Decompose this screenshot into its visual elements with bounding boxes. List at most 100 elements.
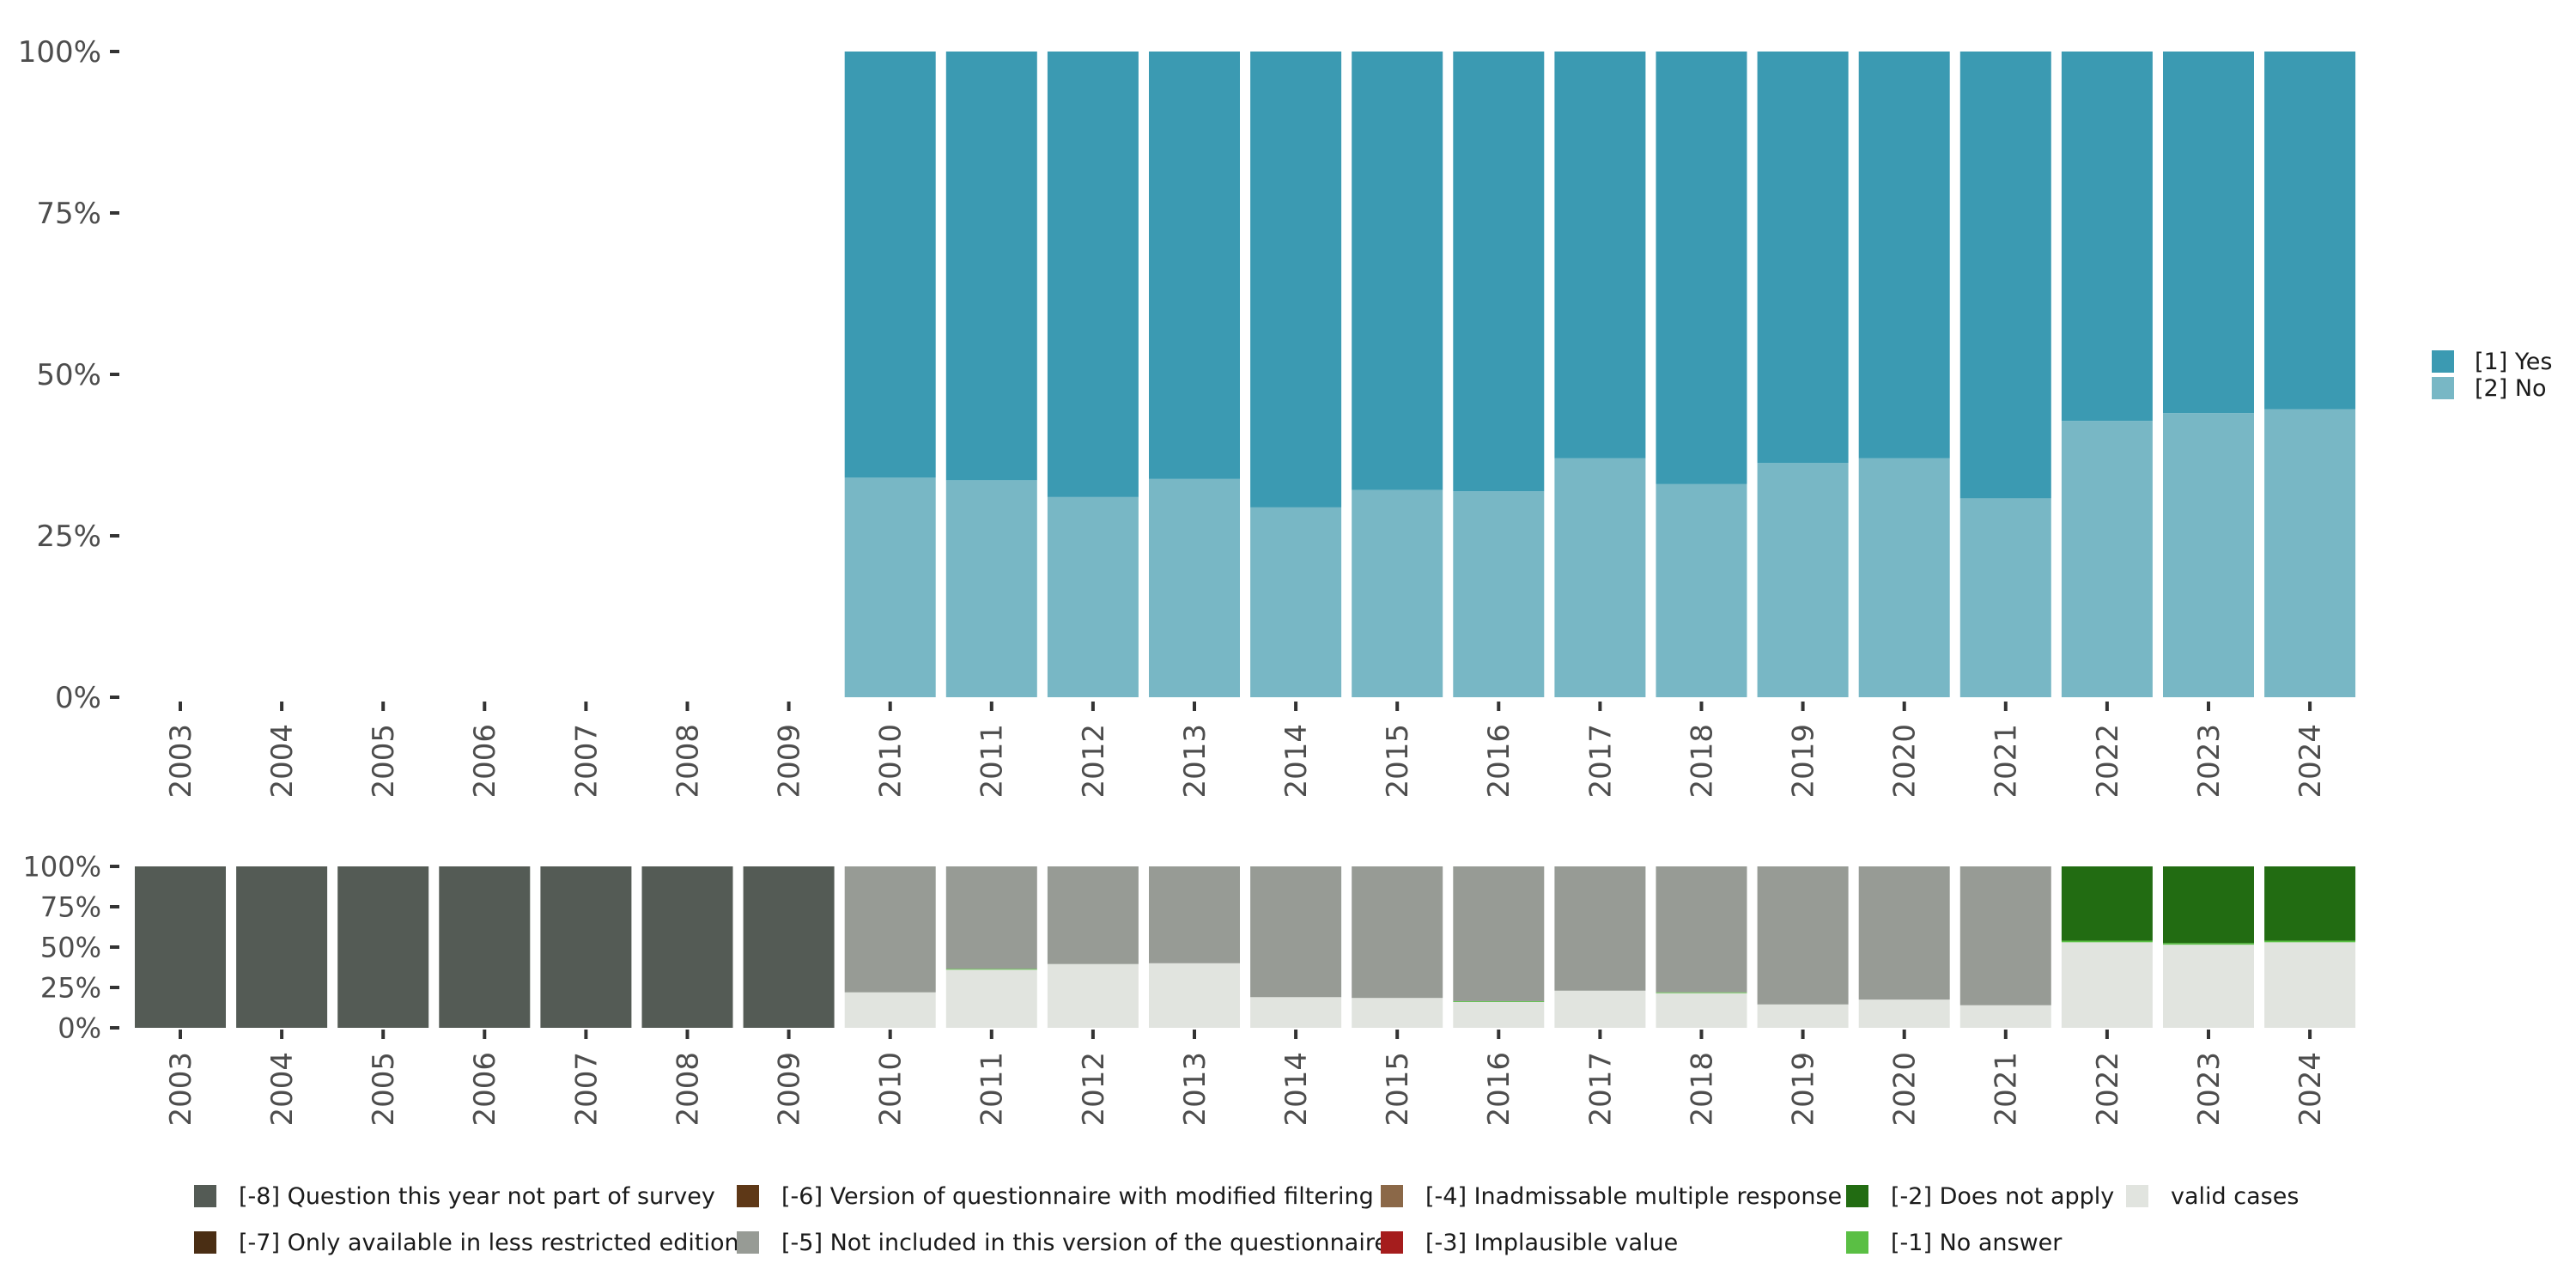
p0-bar-2023-yes [2163,52,2254,414]
p1-bar-2013-valid [1149,963,1240,1028]
p0-x-tick-label-2020: 2020 [1888,724,1923,799]
p0-x-tick-label-2008: 2008 [671,724,705,799]
p1-bar-2004-q_not_part [236,866,328,1028]
p1-bar-2014-not_included [1250,866,1342,998]
p1-x-tick-label-2003: 2003 [164,1052,198,1127]
top-legend-label-1: [2] No [2475,375,2547,402]
p0-bar-2024-no [2264,409,2356,697]
p1-bar-2012-valid [1047,963,1139,1028]
p1-bar-2023-does_not_apply [2163,866,2254,944]
p1-bar-2012-not_included [1047,866,1139,964]
bottom-legend-label-6: [-2] Does not apply [1891,1183,2114,1210]
p0-bar-2011-yes [945,52,1037,481]
p0-bar-2014-no [1250,507,1342,697]
p0-bar-2023-no [2163,413,2254,697]
bottom-legend-swatch-3 [737,1231,759,1254]
p1-bar-2020-valid [1858,999,1950,1028]
p1-x-tick-label-2005: 2005 [367,1052,401,1127]
p0-bar-2017-yes [1554,52,1646,459]
p0-x-tick-label-2007: 2007 [569,724,604,799]
p0-x-tick-label-2009: 2009 [773,724,807,799]
p0-bar-2018-yes [1656,52,1747,484]
p1-bar-2024-no_answer [2264,940,2356,943]
p1-bar-2008-q_not_part [641,866,733,1028]
p0-bar-2011-no [945,480,1037,697]
p1-y-tick-label: 0% [58,1012,101,1045]
bottom-legend-label-7: [-1] No answer [1891,1230,2063,1256]
p0-x-tick-label-2003: 2003 [164,724,198,799]
p1-bar-2022-does_not_apply [2061,866,2153,941]
p1-x-tick-label-2020: 2020 [1888,1052,1923,1127]
p0-bar-2018-no [1656,483,1747,697]
p1-x-tick-label-2017: 2017 [1583,1052,1618,1127]
bottom-legend-swatch-1 [194,1231,216,1254]
p1-x-tick-label-2016: 2016 [1482,1052,1516,1127]
p1-bar-2014-valid [1250,997,1342,1028]
p1-bar-2019-not_included [1757,866,1849,1005]
p1-bar-2021-not_included [1959,866,2051,1005]
p1-bar-2022-no_answer [2061,940,2153,943]
bottom-legend-swatch-7 [1846,1231,1868,1254]
p1-bar-2024-valid [2264,942,2356,1028]
p1-x-tick-label-2022: 2022 [2091,1052,2125,1127]
p0-x-tick-label-2021: 2021 [1990,724,2024,799]
p1-x-tick-label-2010: 2010 [874,1052,908,1127]
p1-x-tick-label-2023: 2023 [2192,1052,2227,1127]
p1-bar-2010-not_included [844,866,936,993]
p1-bar-2020-not_included [1858,866,1950,1000]
p1-x-tick-label-2012: 2012 [1077,1052,1111,1127]
p1-y-tick-label: 50% [40,932,101,964]
p1-x-tick-label-2007: 2007 [569,1052,604,1127]
p0-bar-2010-yes [844,52,936,478]
p1-bar-2011-valid [945,969,1037,1028]
p0-x-tick-label-2013: 2013 [1178,724,1212,799]
p1-bar-2017-valid [1554,990,1646,1028]
p1-bar-2023-no_answer [2163,943,2254,945]
bottom-chart-panel: 0% 25% 50% 75% 100% 2003 2004 2005 2006 2007 2008 2… [23,851,2356,1127]
p0-bar-2014-yes [1250,52,1342,507]
p1-x-tick-label-2021: 2021 [1990,1052,2024,1127]
p0-x-tick-label-2011: 2011 [975,724,1010,799]
p0-y-tick-label: 100% [18,35,101,70]
p1-x-tick-label-2013: 2013 [1178,1052,1212,1127]
p0-bar-2020-no [1858,458,1950,697]
p0-x-tick-label-2024: 2024 [2293,724,2328,799]
p0-bar-2013-yes [1149,52,1240,479]
p0-y-tick-label: 25% [36,519,101,554]
p0-y-tick-label: 50% [36,358,101,392]
p0-x-tick-label-2004: 2004 [265,724,300,799]
p0-bar-2015-no [1352,489,1443,697]
p1-bar-2006-q_not_part [439,866,531,1028]
bottom-legend-swatch-8 [2126,1185,2148,1207]
p1-bar-2016-no_answer [1453,1000,1545,1002]
p1-bar-2023-valid [2163,945,2254,1028]
bottom-legend-label-4: [-4] Inadmissable multiple response [1425,1183,1842,1210]
p0-x-tick-label-2006: 2006 [468,724,502,799]
p0-x-tick-label-2017: 2017 [1583,724,1618,799]
p1-bar-2007-q_not_part [540,866,632,1028]
p0-x-tick-label-2005: 2005 [367,724,401,799]
p0-bar-2019-yes [1757,52,1849,464]
p0-bar-2021-no [1959,498,2051,697]
bottom-legend-swatch-5 [1381,1231,1403,1254]
p0-x-tick-label-2022: 2022 [2091,724,2125,799]
p1-bar-2018-valid [1656,993,1747,1028]
p0-bar-2012-no [1047,496,1139,697]
p1-y-tick-label: 75% [40,891,101,924]
p1-bar-2017-not_included [1554,866,1646,991]
p1-bar-2021-valid [1959,1005,2051,1028]
top-legend-label-0: [1] Yes [2475,349,2552,375]
p0-y-tick-label: 0% [55,681,101,715]
bottom-chart-legend: [-8] Question this year not part of surv… [194,1183,2299,1256]
p0-bar-2010-no [844,477,936,697]
p1-bar-2011-not_included [945,866,1037,969]
bottom-legend-swatch-2 [737,1185,759,1207]
p1-x-tick-label-2008: 2008 [671,1052,705,1127]
p1-bar-2003-q_not_part [135,866,226,1028]
p1-bar-2015-not_included [1352,866,1443,999]
p0-bar-2016-no [1453,491,1545,697]
p0-x-tick-label-2018: 2018 [1685,724,1719,799]
bottom-legend-label-8: valid cases [2171,1183,2299,1210]
p0-y-tick-label: 75% [36,197,101,231]
